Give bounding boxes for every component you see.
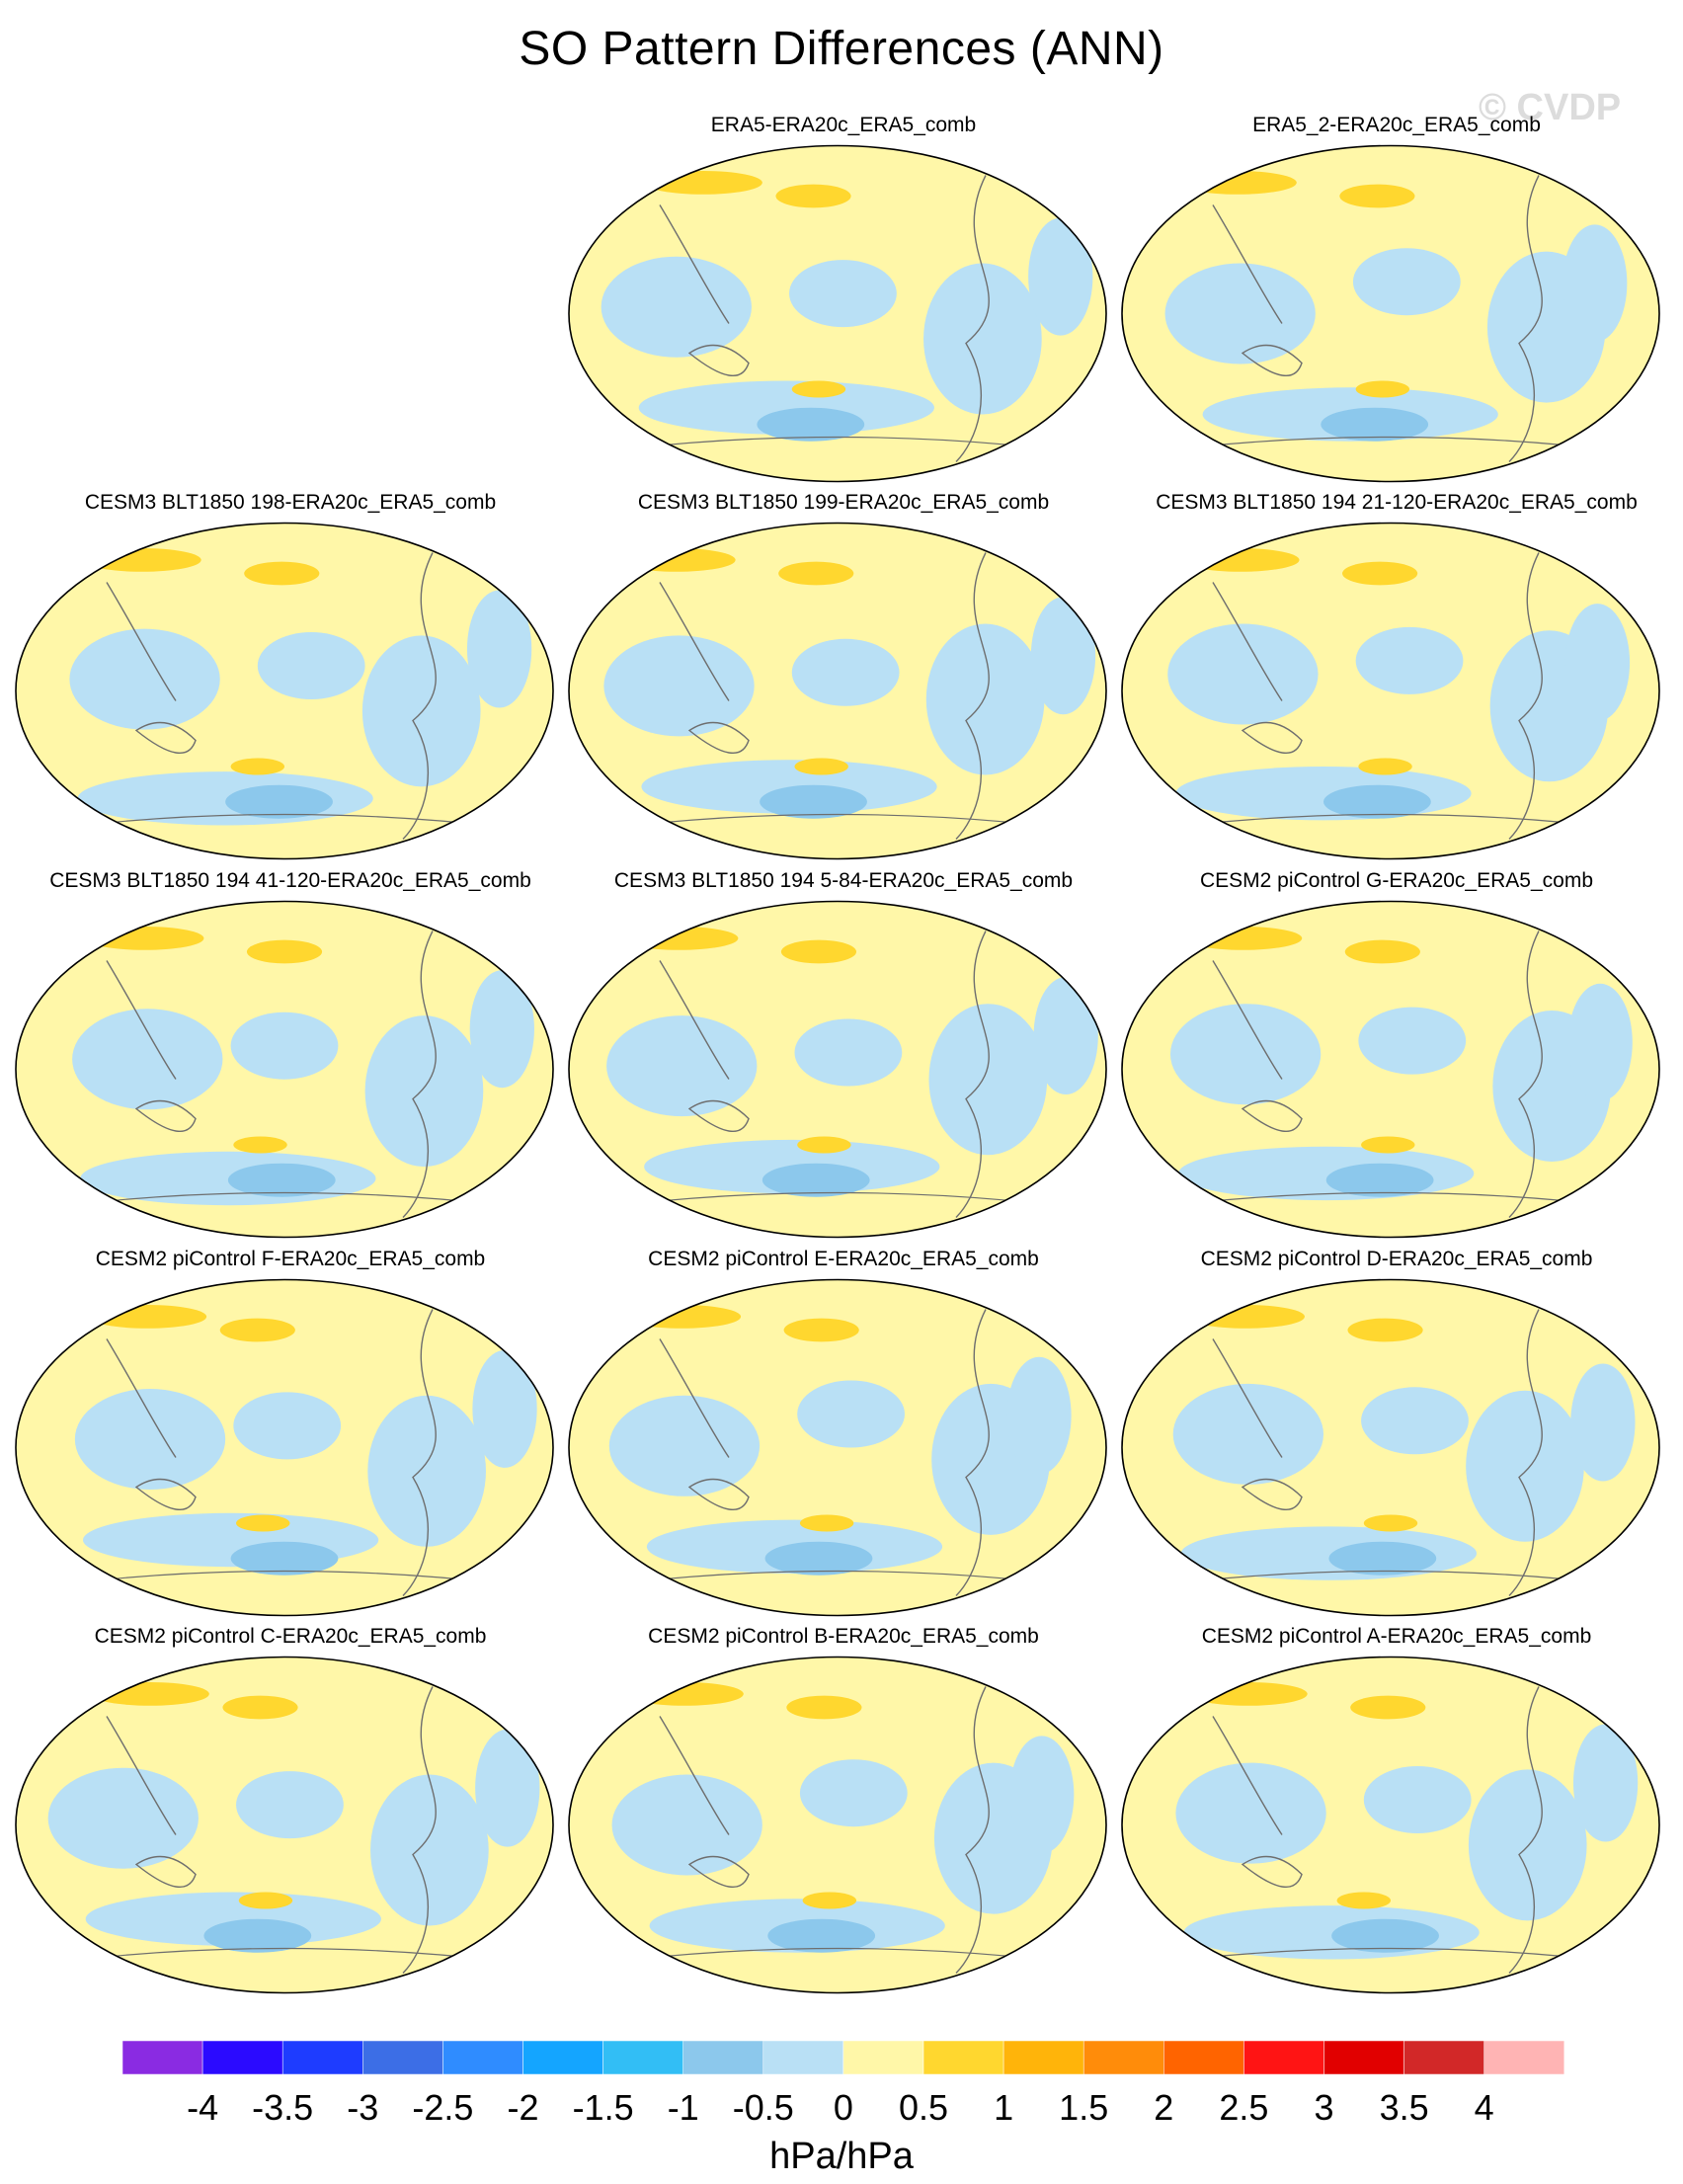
- colorbar-tick-label: 2: [1154, 2087, 1173, 2128]
- panel-title: CESM2 piControl B-ERA20c_ERA5_comb: [648, 1625, 1039, 1648]
- map-panel: CESM3 BLT1850 194 5-84-ERA20c_ERA5_comb: [567, 869, 1120, 1250]
- colorbar-swatch: [281, 2040, 363, 2075]
- colorbar-tick-label: -4: [187, 2087, 218, 2128]
- world-map: [1121, 144, 1660, 483]
- map-panel: CESM2 piControl B-ERA20c_ERA5_comb: [567, 1625, 1120, 2005]
- panel-title: ERA5-ERA20c_ERA5_comb: [710, 114, 977, 136]
- colorbar-swatch: [362, 2040, 443, 2075]
- panel-title: CESM3 BLT1850 194 41-120-ERA20c_ERA5_com…: [49, 869, 531, 892]
- colorbar-tick-label: 0.5: [899, 2087, 948, 2128]
- colorbar-swatch: [442, 2040, 523, 2075]
- map-panel: CESM2 piControl G-ERA20c_ERA5_comb: [1120, 869, 1673, 1250]
- colorbar-swatch: [1163, 2040, 1244, 2075]
- world-map: [1121, 522, 1660, 860]
- colorbar-tick-label: -1.5: [573, 2087, 634, 2128]
- colorbar-tick-label: 3: [1314, 2087, 1333, 2128]
- world-map: [15, 1656, 554, 1994]
- colorbar-tick-label: -3: [347, 2087, 378, 2128]
- colorbar-tick-label: 3.5: [1380, 2087, 1429, 2128]
- world-map: [1121, 1656, 1660, 1994]
- map-panel: CESM2 piControl F-ERA20c_ERA5_comb: [14, 1248, 567, 1628]
- colorbar: -4 -3.5 -3 -2.5 -2 -1.5 -1 -0.5 0 0.5 1 1.5 2 2.5 3 3.5…: [122, 2040, 1564, 2128]
- colorbar-unit-label: hPa/hPa: [769, 2136, 914, 2177]
- colorbar-swatch: [1243, 2040, 1324, 2075]
- map-panel: CESM3 BLT1850 194 21-120-ERA20c_ERA5_com…: [1120, 491, 1673, 871]
- panel-title: CESM3 BLT1850 198-ERA20c_ERA5_comb: [84, 491, 497, 514]
- map-panel: CESM3 BLT1850 199-ERA20c_ERA5_comb: [567, 491, 1120, 871]
- world-map: [568, 144, 1107, 483]
- map-panel: CESM2 piControl A-ERA20c_ERA5_comb: [1120, 1625, 1673, 2005]
- panel-title: CESM3 BLT1850 199-ERA20c_ERA5_comb: [637, 491, 1050, 514]
- colorbar-swatch: [1403, 2040, 1484, 2075]
- colorbar-swatch: [602, 2040, 683, 2075]
- world-map: [15, 522, 554, 860]
- colorbar-tick-label: 4: [1475, 2087, 1494, 2128]
- colorbar-tick-label: -0.5: [733, 2087, 794, 2128]
- world-map: [1121, 900, 1660, 1239]
- world-map: [568, 1656, 1107, 1994]
- world-map: [568, 900, 1107, 1239]
- colorbar-swatch: [1483, 2040, 1564, 2075]
- map-panel: CESM3 BLT1850 198-ERA20c_ERA5_comb: [14, 491, 567, 871]
- panel-title: CESM2 piControl F-ERA20c_ERA5_comb: [95, 1248, 486, 1270]
- colorbar-swatch: [1323, 2040, 1404, 2075]
- colorbar-tick-label: 0: [834, 2087, 853, 2128]
- colorbar-tick-label: -1: [668, 2087, 699, 2128]
- map-panel: CESM2 piControl D-ERA20c_ERA5_comb: [1120, 1248, 1673, 1628]
- colorbar-tick-label: -2: [507, 2087, 538, 2128]
- colorbar-tick-label: 1.5: [1059, 2087, 1108, 2128]
- colorbar-swatch: [1002, 2040, 1084, 2075]
- colorbar-swatch: [122, 2040, 203, 2075]
- colorbar-tick-label: 1: [994, 2087, 1013, 2128]
- panel-title: CESM2 piControl A-ERA20c_ERA5_comb: [1201, 1625, 1592, 1648]
- panel-title: ERA5_2-ERA20c_ERA5_comb: [1252, 114, 1541, 136]
- colorbar-tick-label: -2.5: [412, 2087, 473, 2128]
- page-title: SO Pattern Differences (ANN): [519, 23, 1164, 75]
- panel-title: CESM2 piControl C-ERA20c_ERA5_comb: [94, 1625, 487, 1648]
- watermark: © CVDP: [1479, 87, 1622, 128]
- panel-title: CESM3 BLT1850 194 5-84-ERA20c_ERA5_comb: [613, 869, 1074, 892]
- world-map: [568, 522, 1107, 860]
- panel-title: CESM2 piControl D-ERA20c_ERA5_comb: [1200, 1248, 1593, 1270]
- map-panel: ERA5_2-ERA20c_ERA5_comb: [1120, 114, 1673, 494]
- colorbar-swatch: [201, 2040, 283, 2075]
- world-map: [1121, 1278, 1660, 1617]
- panel-title: CESM2 piControl E-ERA20c_ERA5_comb: [648, 1248, 1039, 1270]
- map-panel: CESM2 piControl C-ERA20c_ERA5_comb: [14, 1625, 567, 2005]
- world-map: [568, 1278, 1107, 1617]
- world-map: [15, 1278, 554, 1617]
- colorbar-swatch: [522, 2040, 603, 2075]
- panel-title: CESM3 BLT1850 194 21-120-ERA20c_ERA5_com…: [1156, 491, 1638, 514]
- world-map: [15, 900, 554, 1239]
- map-panel: CESM2 piControl E-ERA20c_ERA5_comb: [567, 1248, 1120, 1628]
- colorbar-swatch: [682, 2040, 764, 2075]
- colorbar-swatch: [1082, 2040, 1164, 2075]
- colorbar-swatch: [842, 2040, 924, 2075]
- map-panel: CESM3 BLT1850 194 41-120-ERA20c_ERA5_com…: [14, 869, 567, 1250]
- map-panel: ERA5-ERA20c_ERA5_comb: [567, 114, 1120, 494]
- colorbar-swatch: [762, 2040, 844, 2075]
- colorbar-swatch: [922, 2040, 1004, 2075]
- panel-title: CESM2 piControl G-ERA20c_ERA5_comb: [1200, 869, 1593, 892]
- colorbar-tick-label: -3.5: [252, 2087, 313, 2128]
- colorbar-tick-label: 2.5: [1219, 2087, 1268, 2128]
